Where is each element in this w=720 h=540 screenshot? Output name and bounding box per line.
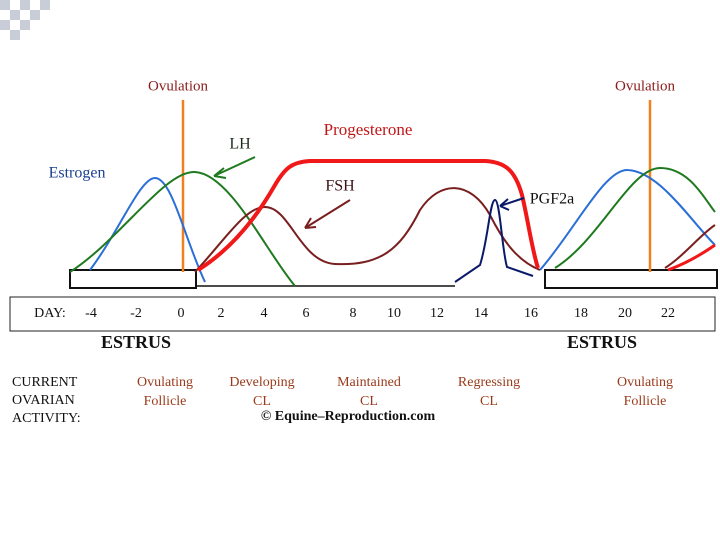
progesterone-label: Progesterone	[324, 120, 413, 139]
day-number: -2	[130, 306, 142, 321]
activity-text: CL	[480, 394, 498, 409]
day-number: 4	[261, 306, 268, 321]
day-numbers: -4 -2 0 2 4 6 8 10 12 14 16 18 20 22	[85, 306, 675, 321]
estrogen-curve	[539, 168, 716, 271]
ovulation-label: Ovulation	[148, 78, 208, 94]
lh-curve	[69, 170, 296, 287]
estrus-bar	[69, 269, 197, 289]
estrus-label: ESTRUS	[101, 332, 171, 352]
activity-text: Developing	[229, 375, 294, 390]
progesterone-curve	[667, 243, 716, 272]
activity-text: Ovulating	[617, 375, 673, 390]
copyright: © Equine–Reproduction.com	[261, 409, 436, 424]
pgf2a-curve	[454, 198, 534, 283]
estrogen-label: Estrogen	[49, 165, 106, 182]
day-number: 16	[524, 306, 538, 321]
activity-text: CL	[253, 394, 271, 409]
arrows	[213, 156, 525, 229]
ovulation-label: Ovulation	[615, 78, 675, 94]
activity-text: Regressing	[458, 375, 520, 390]
day-number: 14	[474, 306, 488, 321]
estrogen-curve	[89, 176, 206, 283]
day-number: 0	[178, 306, 185, 321]
day-number: 18	[574, 306, 588, 321]
lh-curve	[554, 166, 716, 269]
activities: Ovulating Follicle Developing CL Maintained C…	[137, 375, 673, 409]
day-number: 10	[387, 306, 401, 321]
fsh-label: FSH	[325, 178, 355, 195]
day-number: 22	[661, 306, 675, 321]
activity-heading: ACTIVITY:	[12, 411, 81, 426]
activity-text: Ovulating	[137, 375, 193, 390]
lh-label: LH	[229, 136, 251, 153]
activity-heading: OVARIAN	[12, 393, 75, 408]
activity-text: Maintained	[337, 375, 401, 390]
day-number: -4	[85, 306, 97, 321]
day-number: 12	[430, 306, 444, 321]
activity-text: CL	[360, 394, 378, 409]
activity-text: Follicle	[624, 394, 667, 409]
pgf2a-label: PGF2a	[530, 191, 574, 208]
day-number: 20	[618, 306, 632, 321]
estrus-label: ESTRUS	[567, 332, 637, 352]
day-number: 2	[218, 306, 225, 321]
corner-decoration	[0, 0, 50, 40]
day-number: 6	[303, 306, 310, 321]
activity-text: Follicle	[144, 394, 187, 409]
activity-heading: CURRENT	[12, 375, 78, 390]
day-band	[9, 296, 716, 332]
day-number: 8	[350, 306, 357, 321]
fsh-curve	[664, 224, 716, 269]
progesterone-curve	[196, 159, 540, 272]
estrus-bar	[544, 269, 718, 289]
day-label: DAY:	[34, 306, 66, 321]
